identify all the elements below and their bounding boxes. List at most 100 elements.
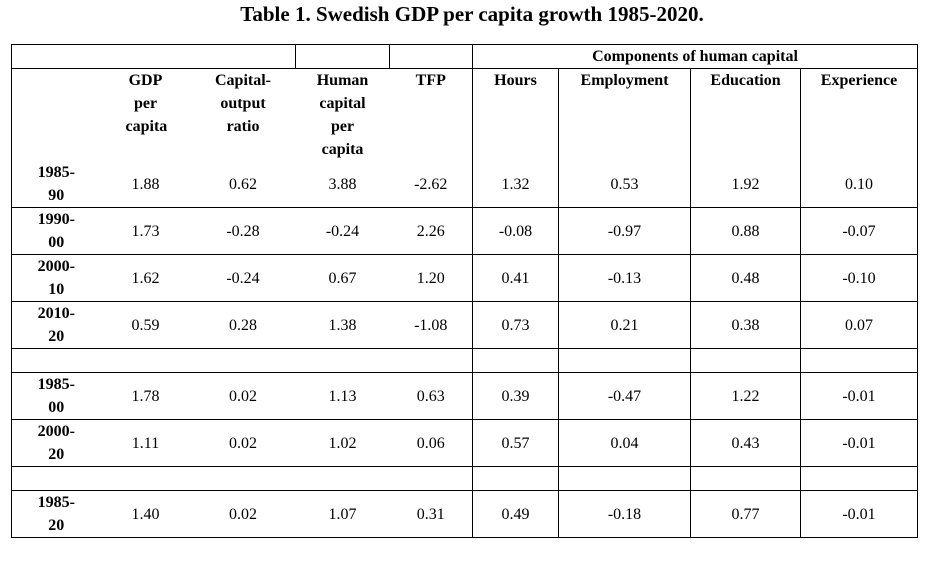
data-cell: 1.92 <box>690 161 801 208</box>
blank-cell <box>11 68 101 161</box>
data-cell: -0.08 <box>472 207 559 255</box>
data-cell: -0.24 <box>190 254 296 302</box>
data-cell: 0.06 <box>389 419 473 467</box>
data-cell: 0.63 <box>389 372 473 420</box>
blank-cell <box>295 348 390 373</box>
blank-cell <box>11 466 101 491</box>
data-cell: 0.07 <box>800 301 919 349</box>
column-header: Human capital per capita <box>316 72 369 158</box>
data-cell: 0.62 <box>190 161 296 208</box>
data-row: 1985-20 1.40 0.02 1.07 0.31 0.49 -0.18 0.77 -0.0… <box>11 490 919 538</box>
data-cell: 0.88 <box>690 207 801 255</box>
blank-cell <box>389 44 474 69</box>
column-header-cell: Education <box>690 68 801 161</box>
blank-cell <box>558 466 691 491</box>
blank-cell <box>472 348 559 373</box>
data-cell: 0.04 <box>558 419 691 467</box>
blank-cell <box>389 348 473 373</box>
column-header-row: GDP per capita Capital-output ratio Human … <box>11 68 919 162</box>
data-cell: 0.48 <box>690 254 801 302</box>
row-label-cell: 1985-00 <box>11 372 101 420</box>
data-cell: 1.73 <box>100 207 191 255</box>
row-label-cell: 2000-20 <box>11 419 101 467</box>
data-cell: 1.13 <box>295 372 390 420</box>
blank-cell <box>800 466 919 491</box>
data-cell: -0.07 <box>800 207 919 255</box>
blank-cell <box>11 348 101 373</box>
data-cell: -0.01 <box>800 419 919 467</box>
column-header-cell: GDP per capita <box>101 69 191 162</box>
data-cell: 0.02 <box>190 490 296 538</box>
data-row: 1985-00 1.78 0.02 1.13 0.63 0.39 -0.47 1.22 -0.0… <box>11 372 919 420</box>
blank-cell <box>100 466 191 491</box>
data-cell: 0.21 <box>558 301 691 349</box>
group-header-row: Components of human capital <box>10 44 919 69</box>
data-cell: 2.26 <box>389 207 473 255</box>
table-body: Components of human capital GDP per capit… <box>10 44 919 538</box>
table-title: Table 1. Swedish GDP per capita growth 1… <box>240 2 704 26</box>
data-cell: 0.31 <box>389 490 473 538</box>
data-row: 2000-10 1.62 -0.24 0.67 1.20 0.41 -0.13 0.48 -0.… <box>11 254 919 302</box>
data-cell: 0.73 <box>472 301 559 349</box>
data-cell: -2.62 <box>389 161 473 208</box>
data-cell: -0.01 <box>800 490 919 538</box>
data-cell: 0.39 <box>472 372 559 420</box>
row-label-cell: 1985-90 <box>11 161 101 208</box>
data-cell: 1.20 <box>389 254 473 302</box>
data-cell: -0.97 <box>558 207 691 255</box>
blank-cell <box>558 348 691 373</box>
blank-cell <box>100 348 191 373</box>
data-cell: 0.02 <box>190 419 296 467</box>
group-header: Components of human capital <box>472 44 919 69</box>
data-cell: 0.43 <box>690 419 801 467</box>
column-header: Experience <box>820 72 898 89</box>
column-header-cell: Capital-output ratio <box>191 69 296 162</box>
data-cell: 0.38 <box>690 301 801 349</box>
data-cell: 3.88 <box>295 161 390 208</box>
data-cell: 0.57 <box>472 419 559 467</box>
row-label: 2000-20 <box>37 423 75 463</box>
blank-cell <box>190 348 296 373</box>
column-header: Capital-output ratio <box>215 72 271 135</box>
blank-cell <box>690 348 801 373</box>
row-label: 1990-00 <box>37 211 75 251</box>
blank-cell <box>295 44 391 69</box>
blank-cell <box>295 466 390 491</box>
column-header: TFP <box>415 72 446 89</box>
column-header-cell: Hours <box>472 68 559 161</box>
data-cell: 0.53 <box>558 161 691 208</box>
data-cell: 0.02 <box>190 372 296 420</box>
column-header: GDP per capita <box>125 72 168 135</box>
column-header: Employment <box>580 72 669 89</box>
data-cell: -1.08 <box>389 301 473 349</box>
data-cell: 0.77 <box>690 490 801 538</box>
column-header-cell: TFP <box>390 69 473 162</box>
data-row: 1990-00 1.73 -0.28 -0.24 2.26 -0.08 -0.97 0.88-… <box>11 207 919 255</box>
data-cell: 0.10 <box>800 161 919 208</box>
data-cell: -0.47 <box>558 372 691 420</box>
data-cell: -0.10 <box>800 254 919 302</box>
data-cell: -0.01 <box>800 372 919 420</box>
column-header-cell: Experience <box>800 68 919 161</box>
data-cell: 1.07 <box>295 490 390 538</box>
row-label: 2010-20 <box>37 305 75 345</box>
data-cell: 0.49 <box>472 490 559 538</box>
blank-cell <box>472 466 559 491</box>
data-cell: 1.02 <box>295 419 390 467</box>
spacer-row <box>11 466 919 491</box>
data-cell: 1.32 <box>472 161 559 208</box>
blank-cell <box>190 466 296 491</box>
column-header-cell: Employment <box>558 68 691 161</box>
row-label: 1985-20 <box>37 494 75 534</box>
data-cell: 1.11 <box>100 419 191 467</box>
data-cell: 0.41 <box>472 254 559 302</box>
data-table: Components of human capital GDP per capit… <box>10 44 919 538</box>
data-cell: -0.24 <box>295 207 390 255</box>
data-cell: -0.13 <box>558 254 691 302</box>
data-cell: 0.67 <box>295 254 390 302</box>
column-header: Hours <box>494 72 537 89</box>
data-cell: 1.78 <box>100 372 191 420</box>
blank-cell <box>800 348 919 373</box>
data-row: 1985-90 1.88 0.62 3.88 -2.62 1.32 0.53 1.92 0.10 <box>11 161 919 208</box>
row-label: 1985-90 <box>37 164 75 204</box>
